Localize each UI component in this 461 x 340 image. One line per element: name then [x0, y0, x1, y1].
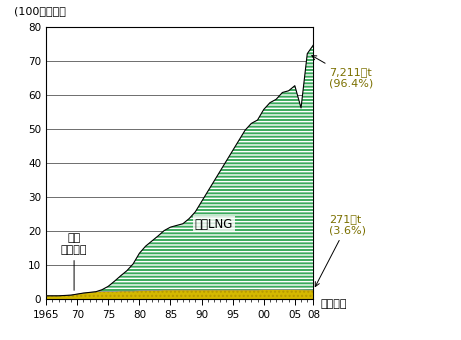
Text: (100万トン）: (100万トン）	[14, 6, 66, 16]
Text: 271万t
(3.6%): 271万t (3.6%)	[315, 214, 366, 287]
Text: 輸入LNG: 輸入LNG	[195, 218, 233, 231]
Text: 7,211万t
(96.4%): 7,211万t (96.4%)	[312, 56, 373, 89]
Text: （年度）: （年度）	[320, 300, 347, 309]
Text: 国産
天然ガス: 国産 天然ガス	[61, 233, 87, 290]
